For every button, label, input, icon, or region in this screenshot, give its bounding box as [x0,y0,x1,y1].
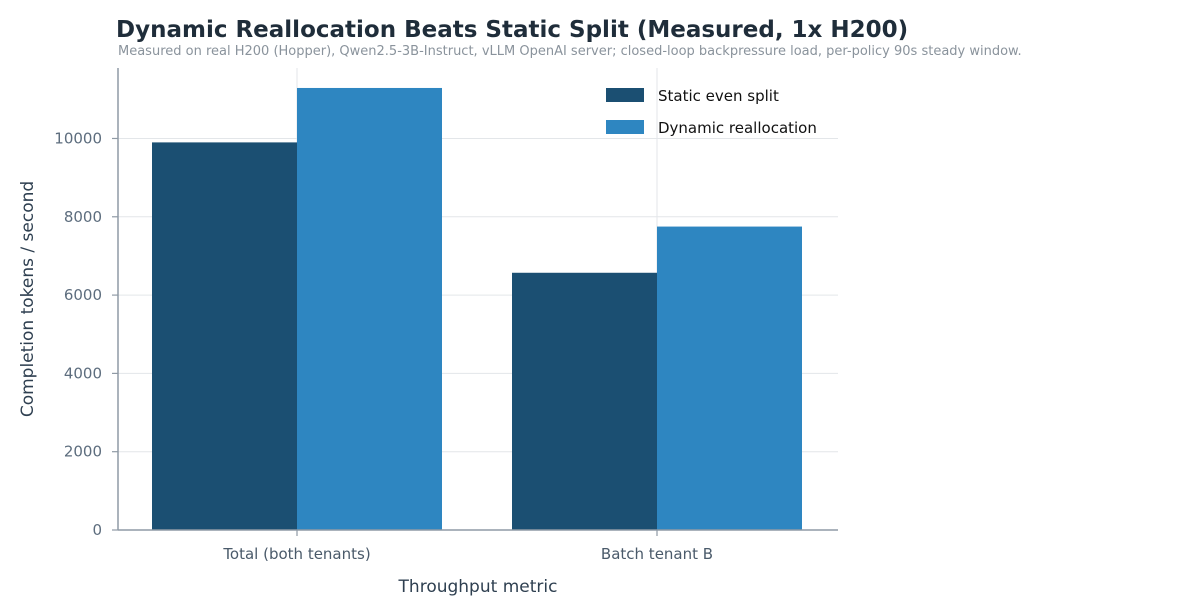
bar-static-even-split-1 [512,272,657,530]
legend: Static even split Dynamic reallocation [606,87,817,137]
legend-swatch-static [606,88,644,102]
y-tick-label: 4000 [64,364,102,382]
chart-subtitle: Measured on real H200 (Hopper), Qwen2.5-… [118,44,1022,59]
x-tick-label: Total (both tenants) [222,545,370,563]
bar-dynamic-reallocation-1 [657,226,802,530]
y-tick-label: 0 [92,521,102,539]
y-tick-label: 8000 [64,208,102,226]
y-tick-label: 2000 [64,443,102,461]
x-tick-label: Batch tenant B [601,545,713,563]
bars [152,87,802,530]
bar-dynamic-reallocation-0 [297,87,442,530]
x-axis-ticks: Total (both tenants) Batch tenant B [222,530,713,563]
y-tick-label: 10000 [54,129,102,147]
legend-label-static: Static even split [658,87,779,105]
y-axis-ticks: 0 2000 4000 6000 8000 10000 [54,129,118,539]
chart-title: Dynamic Reallocation Beats Static Split … [116,17,908,43]
y-axis-label: Completion tokens / second [18,181,38,417]
x-axis-label: Throughput metric [398,577,558,597]
bar-static-even-split-0 [152,142,297,530]
y-tick-label: 6000 [64,286,102,304]
legend-swatch-dynamic [606,120,644,134]
legend-label-dynamic: Dynamic reallocation [658,119,817,137]
